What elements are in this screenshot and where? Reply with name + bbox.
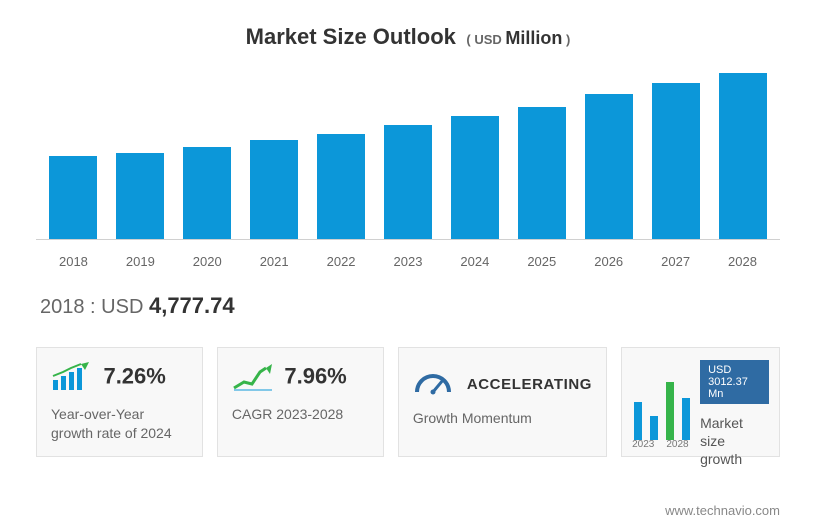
bar [384,125,432,239]
mini-bar [634,402,642,440]
card-momentum: ACCELERATING Growth Momentum [398,347,607,457]
bar [250,140,298,239]
growth-band-value: 3012.37 Mn [708,376,748,400]
xlabel: 2024 [451,254,499,269]
xlabel: 2027 [652,254,700,269]
gauge-icon [413,368,453,401]
xlabel: 2022 [317,254,365,269]
bar [451,116,499,239]
bar [518,107,566,239]
momentum-label: Growth Momentum [413,409,592,428]
bar [652,83,700,239]
cagr-label: CAGR 2023-2028 [232,405,369,424]
momentum-value: ACCELERATING [467,376,592,393]
growth-label: Market size growth [700,414,769,469]
xlabel: 2021 [250,254,298,269]
bar [585,94,633,239]
footer-source: www.technavio.com [665,503,780,518]
baseline-stat: 2018 : USD 4,777.74 [40,293,780,319]
xlabel: 2019 [116,254,164,269]
title-unit: ( USD Million ) [466,32,570,47]
title-unit-prefix: USD [474,32,501,47]
baseline-currency: USD [101,296,143,318]
card-cagr-top: 7.96% [232,362,369,397]
card-yoy: 7.26% Year-over-Year growth rate of 2024 [36,347,203,457]
mini-bar [666,382,674,440]
mini-bar [650,416,658,440]
card-yoy-top: 7.26% [51,362,188,397]
mini-xlabels: 2023 2028 [632,439,689,450]
mini-label-start: 2023 [632,439,654,450]
yoy-label: Year-over-Year growth rate of 2024 [51,405,188,443]
xlabel: 2018 [49,254,97,269]
cagr-value: 7.96% [284,364,346,389]
xlabel: 2025 [518,254,566,269]
xlabel: 2023 [384,254,432,269]
baseline-value: 4,777.74 [149,293,235,318]
xlabel: 2026 [585,254,633,269]
bar [183,147,231,239]
growth-band: USD 3012.37 Mn [700,360,769,404]
card-cagr: 7.96% CAGR 2023-2028 [217,347,384,457]
mini-bar [682,398,690,440]
title-main: Market Size Outlook [246,24,456,49]
card-growth: 2023 2028 USD 3012.37 Mn Market size gro… [621,347,780,457]
xlabel: 2020 [183,254,231,269]
bar-growth-icon [51,362,93,397]
title-unit-word: Million [505,28,562,48]
mini-bar-chart [634,370,690,440]
bar [719,73,767,239]
xlabel: 2028 [719,254,767,269]
yoy-value: 7.26% [103,364,165,389]
growth-band-prefix: USD [708,364,731,376]
bar [116,153,164,239]
bar-chart [36,60,780,240]
mini-label-end: 2028 [666,439,688,450]
baseline-year: 2018 [40,296,85,318]
report-container: Market Size Outlook ( USD Million ) 2018… [0,0,816,473]
bar [317,134,365,239]
growth-right: USD 3012.37 Mn Market size growth [700,360,769,469]
stat-cards: 7.26% Year-over-Year growth rate of 2024… [36,347,780,457]
title-row: Market Size Outlook ( USD Million ) [36,24,780,50]
bar-chart-xlabels: 2018 2019 2020 2021 2022 2023 2024 2025 2026 2027… [36,246,780,269]
momentum-row: ACCELERATING [413,368,592,401]
bar [49,156,97,239]
trend-arrow-icon [232,362,274,397]
